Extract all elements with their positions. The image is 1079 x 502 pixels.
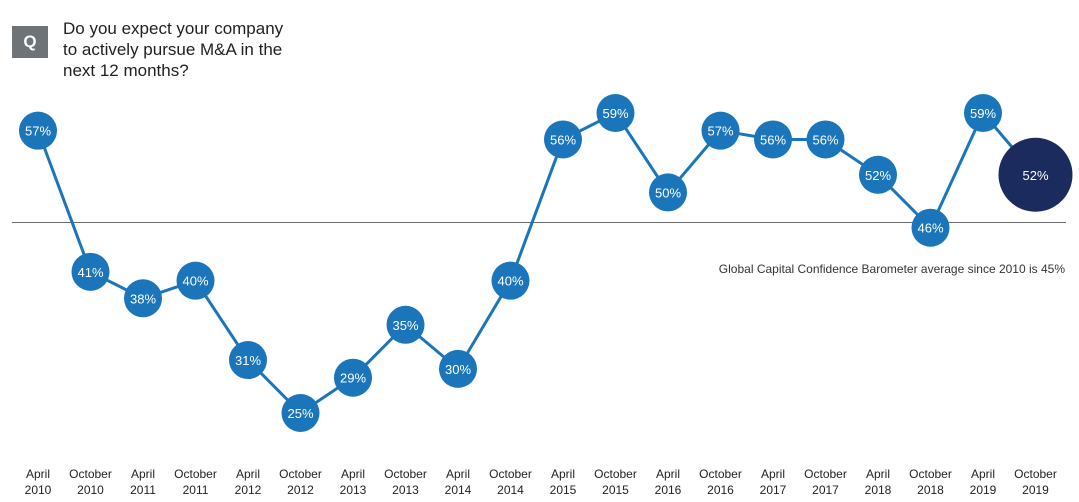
x-tick-label-year: 2011: [130, 483, 156, 497]
x-tick-label-year: 2016: [707, 483, 734, 497]
question-text: Do you expect your company to actively p…: [63, 18, 353, 81]
x-tick-label-month: April: [341, 467, 365, 481]
x-tick-label-month: April: [236, 467, 260, 481]
data-point: [544, 120, 582, 159]
data-point: [229, 341, 267, 380]
question-badge: Q: [12, 26, 48, 58]
data-point: [649, 173, 687, 212]
data-label: 31%: [235, 353, 261, 368]
x-tick-label-month: October: [384, 467, 427, 481]
x-tick-label-month: October: [594, 467, 637, 481]
x-tick-label-month: April: [551, 467, 575, 481]
x-tick-label-month: October: [909, 467, 952, 481]
x-tick-label-year: 2014: [445, 483, 472, 497]
x-tick-label-month: October: [279, 467, 322, 481]
data-point: [281, 394, 320, 432]
data-label: 40%: [182, 274, 208, 289]
x-tick-label-year: 2010: [25, 483, 52, 497]
data-point: [998, 137, 1073, 212]
data-label: 56%: [550, 132, 576, 147]
data-point: [71, 252, 110, 291]
x-tick-label-month: October: [804, 467, 847, 481]
data-point: [964, 94, 1002, 132]
data-point: [19, 111, 57, 150]
data-point: [596, 94, 635, 132]
data-point: [334, 358, 372, 397]
data-label: 41%: [77, 265, 103, 280]
x-tick-label-year: 2018: [917, 483, 944, 497]
x-tick-label-month: April: [26, 467, 50, 481]
data-point: [701, 111, 740, 150]
x-tick-label-month: April: [656, 467, 680, 481]
x-tick-label-month: April: [131, 467, 155, 481]
data-point: [176, 261, 215, 300]
x-tick-label-year: 2018: [865, 483, 892, 497]
question-line-3: next 12 months?: [63, 61, 189, 80]
question-line-2: to actively pursue M&A in the: [63, 40, 283, 59]
data-label: 50%: [655, 185, 681, 200]
x-tick-label-year: 2017: [812, 483, 839, 497]
data-point: [911, 208, 950, 247]
data-label: 57%: [25, 124, 51, 139]
data-label: 35%: [392, 318, 418, 333]
data-label: 46%: [917, 221, 943, 236]
data-label: 30%: [445, 362, 471, 377]
x-tick-label-month: April: [761, 467, 785, 481]
x-tick-label-year: 2015: [550, 483, 577, 497]
x-tick-label-month: April: [446, 467, 470, 481]
data-point: [439, 349, 477, 388]
x-tick-label-year: 2015: [602, 483, 629, 497]
data-point: [124, 279, 162, 318]
x-tick-label-month: April: [866, 467, 890, 481]
data-label: 52%: [865, 168, 891, 183]
x-tick-label-month: October: [489, 467, 532, 481]
data-point: [806, 120, 845, 159]
question-line-1: Do you expect your company: [63, 19, 284, 38]
x-tick-label-year: 2012: [235, 483, 262, 497]
average-note: Global Capital Confidence Barometer aver…: [718, 262, 1065, 276]
x-tick-label-year: 2016: [655, 483, 682, 497]
data-label: 59%: [602, 106, 628, 121]
data-point: [491, 261, 530, 300]
x-tick-label-month: October: [699, 467, 742, 481]
data-label: 52%: [1022, 168, 1048, 183]
x-tick-label-year: 2017: [760, 483, 787, 497]
data-label: 57%: [707, 124, 733, 139]
x-tick-label-year: 2019: [970, 483, 997, 497]
data-label: 38%: [130, 291, 156, 306]
x-tick-label-year: 2011: [183, 483, 209, 497]
data-point: [859, 155, 897, 194]
data-label: 59%: [970, 106, 996, 121]
data-point: [386, 305, 425, 344]
x-tick-label-month: April: [971, 467, 995, 481]
x-tick-label-year: 2013: [340, 483, 367, 497]
data-point: [754, 120, 792, 159]
data-label: 40%: [497, 274, 523, 289]
data-label: 25%: [287, 406, 313, 421]
x-tick-label-year: 2013: [392, 483, 419, 497]
data-label: 56%: [760, 132, 786, 147]
x-tick-label-year: 2010: [77, 483, 104, 497]
x-tick-label-year: 2019: [1022, 483, 1049, 497]
x-tick-label-month: October: [1014, 467, 1057, 481]
x-tick-label-year: 2012: [287, 483, 314, 497]
data-label: 29%: [340, 371, 366, 386]
x-tick-label-month: October: [69, 467, 112, 481]
x-tick-label-month: October: [174, 467, 217, 481]
x-tick-label-year: 2014: [497, 483, 524, 497]
data-label: 56%: [812, 132, 838, 147]
